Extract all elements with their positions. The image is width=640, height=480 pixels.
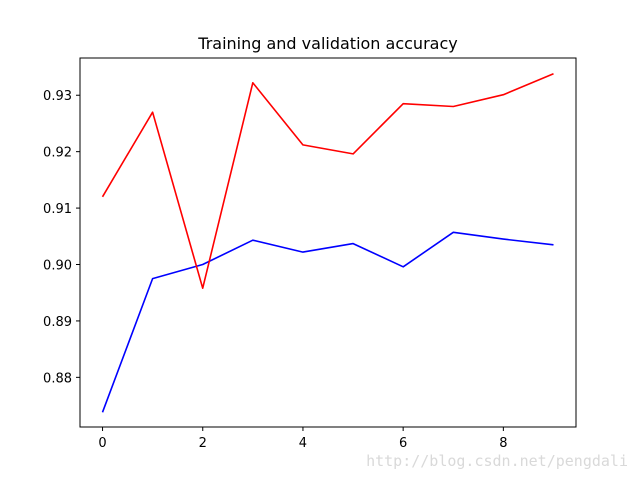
chart-title: Training and validation accuracy xyxy=(197,34,457,53)
x-tick-label: 8 xyxy=(499,436,507,451)
axis-ticks: 0 2 4 6 8 0.88 0.89 0.90 0.91 0.92 0.93 xyxy=(43,89,507,451)
y-tick-label: 0.89 xyxy=(43,315,72,330)
x-tick-label: 6 xyxy=(399,436,407,451)
series-lines xyxy=(101,73,554,413)
x-tick-label: 2 xyxy=(199,436,207,451)
watermark-text: http://blog.csdn.net/pengdali xyxy=(366,452,628,470)
x-tick-label: 0 xyxy=(98,436,106,451)
y-tick-label: 0.88 xyxy=(43,371,72,386)
y-tick-label: 0.92 xyxy=(43,146,72,161)
plot-frame xyxy=(79,57,577,428)
series-line-1 xyxy=(101,73,554,290)
y-tick-label: 0.91 xyxy=(43,202,72,217)
x-tick-label: 4 xyxy=(299,436,307,451)
series-line-0 xyxy=(101,231,554,413)
y-tick-label: 0.93 xyxy=(43,89,72,104)
y-tick-label: 0.90 xyxy=(43,259,72,274)
